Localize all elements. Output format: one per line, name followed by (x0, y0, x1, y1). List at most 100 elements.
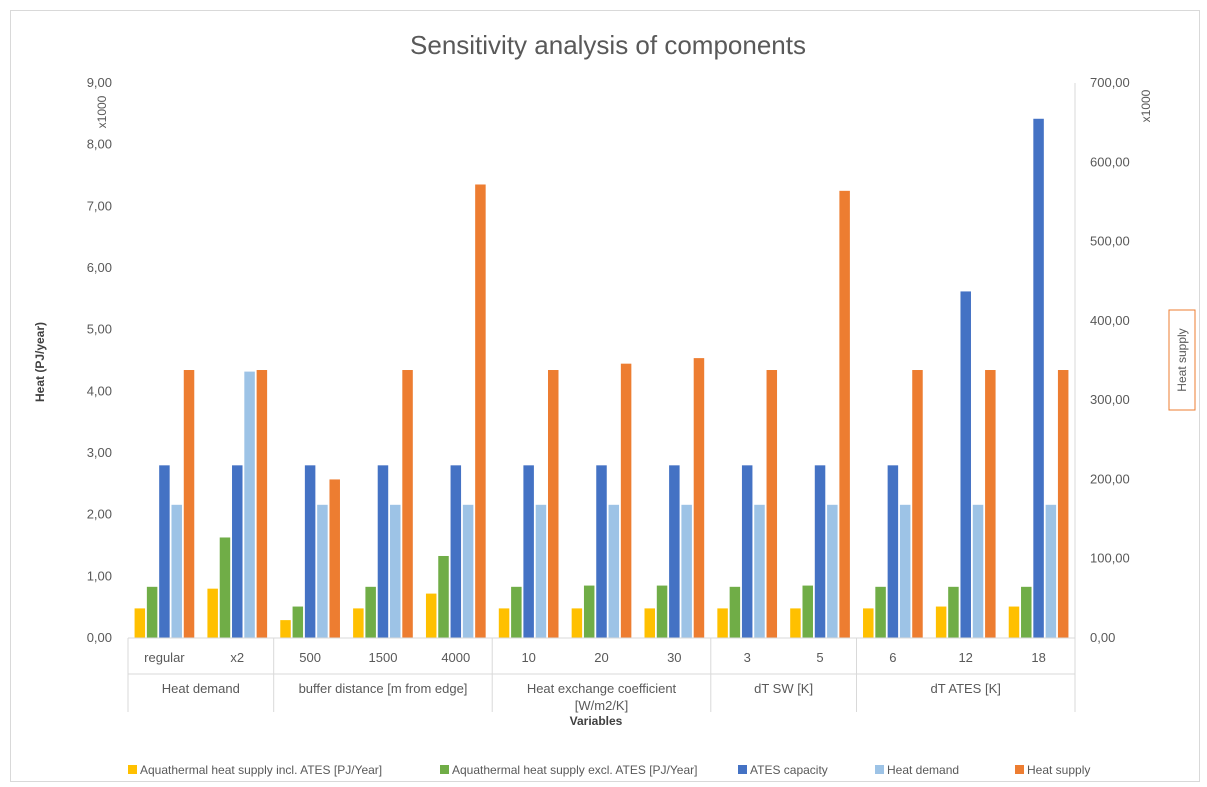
y-tick-label: 0,00 (87, 630, 112, 645)
bar (232, 465, 243, 638)
bar (985, 370, 996, 638)
x-group-label: dT SW [K] (754, 681, 813, 696)
legend-label: Heat demand (887, 763, 959, 777)
bar (596, 465, 607, 638)
bar (475, 184, 486, 639)
bar (827, 504, 838, 638)
y-tick-label: 4,00 (87, 383, 112, 398)
legend-swatch (440, 765, 449, 774)
bar (535, 504, 547, 638)
bar (717, 608, 728, 638)
bar (972, 504, 984, 638)
y-right-tick-label: 100,00 (1090, 551, 1130, 566)
bar (1045, 504, 1057, 638)
bar (802, 585, 813, 638)
bar (899, 504, 911, 638)
bar (498, 608, 510, 638)
x-tick-label: 4000 (441, 650, 470, 665)
y-tick-label: 7,00 (87, 198, 112, 213)
x-group-label: Heat demand (162, 681, 240, 696)
x-tick-label: 20 (594, 650, 608, 665)
legend-swatch (1015, 765, 1024, 774)
x-tick-label: 6 (889, 650, 896, 665)
bar (159, 465, 170, 638)
x-tick-label: 30 (667, 650, 681, 665)
bar (766, 370, 778, 638)
bar (329, 479, 340, 638)
bar (935, 606, 947, 638)
y-right-tick-label: 0,00 (1090, 630, 1115, 645)
x-tick-label: x2 (230, 650, 244, 665)
x-tick-label: 10 (521, 650, 535, 665)
bar (571, 608, 583, 638)
x-tick-label: regular (144, 650, 185, 665)
x-tick-label: 5 (816, 650, 823, 665)
y-right-tick-label: 500,00 (1090, 234, 1130, 249)
legend-label: Aquathermal heat supply incl. ATES [PJ/Y… (140, 763, 382, 777)
bar (790, 608, 801, 638)
right-axis-title: Heat supply (1175, 328, 1189, 391)
bar (839, 190, 850, 638)
legend-swatch (128, 765, 137, 774)
y-tick-label: 3,00 (87, 445, 112, 460)
right-axis-title-box (1168, 309, 1196, 411)
bar (875, 586, 886, 638)
bar (548, 370, 559, 638)
bar (681, 504, 692, 638)
bar (292, 606, 304, 638)
bar (438, 555, 449, 638)
bar (644, 608, 655, 638)
x-tick-label: 3 (744, 650, 751, 665)
y-tick-label: 5,00 (87, 322, 112, 337)
x-tick-label: 12 (958, 650, 972, 665)
bar (390, 504, 401, 638)
x-tick-label: 18 (1031, 650, 1045, 665)
bar (511, 586, 522, 638)
legend-label: Heat supply (1027, 763, 1090, 777)
bar (207, 588, 218, 638)
bar (146, 586, 158, 638)
bar (256, 370, 268, 638)
bar (450, 465, 462, 638)
legend-swatch (738, 765, 747, 774)
y-right-tick-label: 600,00 (1090, 154, 1130, 169)
y-right-tick-label: 200,00 (1090, 471, 1130, 486)
bar (365, 586, 376, 638)
x-axis-title: Variables (570, 714, 623, 728)
y-tick-label: 8,00 (87, 137, 112, 152)
y-right-tick-label: 700,00 (1090, 75, 1130, 90)
bar (814, 465, 826, 638)
x-group-label: [W/m2/K] (575, 698, 628, 713)
y-right-tick-label: 300,00 (1090, 392, 1130, 407)
right-unit-label: x1000 (1139, 89, 1153, 122)
x-group-label: Heat exchange coefficient (527, 681, 677, 696)
bar (402, 370, 413, 638)
bar (304, 465, 316, 638)
bar (669, 465, 680, 638)
bar (280, 620, 291, 638)
legend-label: Aquathermal heat supply excl. ATES [PJ/Y… (452, 763, 697, 777)
x-tick-label: 1500 (369, 650, 398, 665)
bar (1021, 586, 1032, 638)
bar (620, 363, 632, 638)
left-unit-label: x1000 (95, 95, 109, 128)
x-tick-label: 500 (299, 650, 321, 665)
bar (462, 504, 474, 638)
y-tick-label: 9,00 (87, 75, 112, 90)
y-right-tick-label: 400,00 (1090, 313, 1130, 328)
bar (912, 370, 923, 638)
bar (754, 504, 765, 638)
bar (377, 465, 389, 638)
chart-title: Sensitivity analysis of components (410, 30, 806, 60)
x-group-label: buffer distance [m from edge] (299, 681, 468, 696)
bar (134, 608, 146, 638)
bar (523, 465, 534, 638)
bar (1057, 370, 1069, 638)
bar (244, 371, 255, 638)
bar (948, 586, 959, 638)
bar (960, 291, 971, 638)
bar (1033, 118, 1044, 638)
bar (583, 585, 595, 638)
chart-frame (10, 10, 1200, 782)
